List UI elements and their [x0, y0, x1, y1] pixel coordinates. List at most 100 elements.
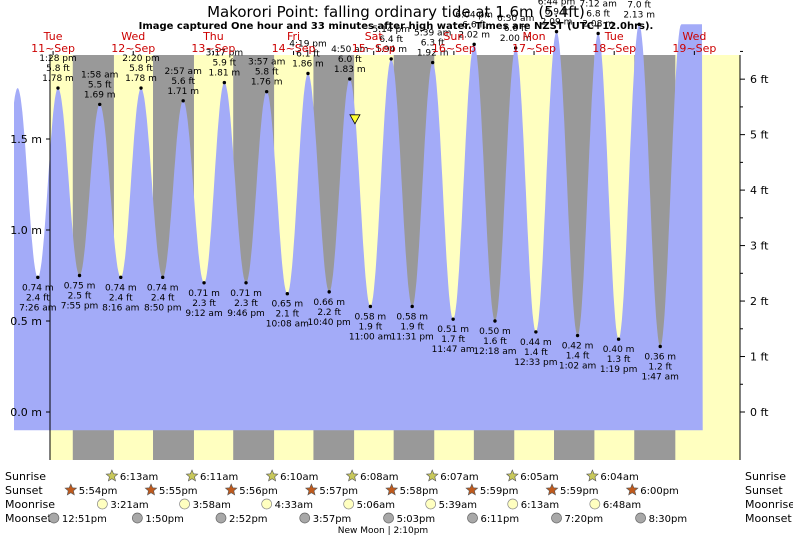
sunrise-time: 6:07am [440, 472, 478, 483]
tide-time-label: 12:18 am [473, 347, 516, 357]
tide-point [596, 32, 599, 35]
tide-point [389, 57, 392, 60]
tide-time-label: 1:19 pm [600, 365, 638, 375]
sunset-row-label-left: Sunset [5, 484, 43, 497]
left-tick-label: 0.0 m [10, 406, 42, 419]
right-tick-label: 6 ft [750, 73, 769, 86]
tide-point [659, 345, 662, 348]
sunset-time: 5:59pm [560, 486, 599, 497]
tide-time-label: 3:57 am [248, 58, 285, 68]
tide-ft-label: 5.5 ft [88, 80, 112, 90]
sunrise-time: 6:05am [520, 472, 558, 483]
tide-m-label: 0.51 m [437, 325, 469, 335]
sunrise-time: 6:08am [360, 472, 398, 483]
tide-ft-label: 2.5 ft [68, 292, 92, 302]
tide-m-label: 0.58 m [355, 312, 387, 322]
moonset-time: 12:51pm [62, 514, 107, 525]
tide-time-label: 7:12 am [579, 0, 616, 9]
tide-point [286, 292, 289, 295]
moonrise-icon [426, 499, 436, 509]
moonrise-time: 3:58am [193, 500, 231, 511]
sunrise-time: 6:11am [200, 472, 238, 483]
sunset-row-label-right: Sunset [745, 484, 783, 497]
tide-time-label: 12:33 pm [514, 358, 557, 368]
left-tick-label: 1.5 m [10, 133, 42, 146]
tide-m-label: 0.44 m [520, 338, 552, 348]
day-date: 19~Sep [672, 42, 716, 55]
moonrise-icon [508, 499, 518, 509]
sunset-time: 5:58pm [400, 486, 439, 497]
tide-time-label: 11:31 pm [391, 332, 434, 342]
day-date: 12~Sep [111, 42, 155, 55]
right-tick-label: 0 ft [750, 406, 769, 419]
moonrise-time: 4:33am [275, 500, 313, 511]
tide-time-label: 10:40 pm [308, 318, 351, 328]
moonset-icon [49, 513, 59, 523]
right-tick-label: 3 ft [750, 240, 769, 253]
moonset-icon [636, 513, 646, 523]
tide-ft-label: 1.3 ft [607, 355, 631, 365]
day-date: 16~Sep [432, 42, 476, 55]
moonrise-row-label-left: Moonrise [5, 498, 55, 511]
right-tick-label: 4 ft [750, 184, 769, 197]
moonset-time: 5:03pm [397, 514, 436, 525]
tide-m-label: 0.66 m [313, 298, 345, 308]
tide-point [369, 305, 372, 308]
moonset-time: 7:20pm [565, 514, 604, 525]
tide-point [223, 81, 226, 84]
right-tick-label: 2 ft [750, 295, 769, 308]
sunset-time: 5:57pm [319, 486, 358, 497]
tide-time-label: 1:02 am [559, 362, 596, 372]
moonrise-row-label-right: Moonrise [745, 498, 793, 511]
tide-time-label: 7:55 pm [61, 302, 99, 312]
moonset-time: 3:57pm [313, 514, 352, 525]
sunrise-row-label-left: Sunrise [5, 470, 46, 483]
tide-time-label: 2:57 am [164, 67, 201, 77]
moonrise-icon [344, 499, 354, 509]
tide-ft-label: 2.1 ft [275, 310, 299, 320]
tide-m-label: 1.81 m [209, 69, 241, 79]
tide-ft-label: 5.9 ft [212, 59, 236, 69]
tide-time-label: 1:28 pm [39, 54, 77, 64]
tide-ft-label: 1.9 ft [359, 322, 383, 332]
tide-m-label: 0.42 m [562, 342, 594, 352]
moonset-icon [216, 513, 226, 523]
tide-time-label: 10:08 am [266, 320, 309, 330]
tide-time-label: 9:12 am [185, 309, 222, 319]
tide-m-label: 1.71 m [167, 87, 199, 97]
tide-ft-label: 5.8 ft [129, 64, 153, 74]
sunset-time: 5:56pm [239, 486, 278, 497]
moonset-icon [384, 513, 394, 523]
sunrise-time: 6:10am [280, 472, 318, 483]
tide-m-label: 0.58 m [396, 312, 428, 322]
tide-m-label: 0.65 m [271, 300, 303, 310]
moonrise-icon [590, 499, 600, 509]
sunset-time: 5:55pm [159, 486, 198, 497]
tide-ft-label: 2.4 ft [109, 293, 133, 303]
left-tick-label: 0.5 m [10, 315, 42, 328]
day-date: 17~Sep [512, 42, 556, 55]
sunset-time: 5:54pm [79, 486, 118, 497]
tide-ft-label: 1.4 ft [524, 348, 548, 358]
moonrise-time: 6:48am [603, 500, 641, 511]
tide-time-label: 7:26 am [19, 303, 56, 313]
tide-m-label: 1.78 m [125, 74, 157, 84]
right-tick-label: 1 ft [750, 351, 769, 364]
right-tick-label: 5 ft [750, 129, 769, 142]
tide-m-label: 0.74 m [105, 283, 137, 293]
tide-time-label: 11:00 am [349, 332, 392, 342]
tide-ft-label: 1.2 ft [648, 362, 672, 372]
tide-m-label: 0.36 m [644, 352, 676, 362]
tide-time-label: 1:47 am [642, 372, 679, 382]
tide-ft-label: 2.3 ft [192, 299, 216, 309]
tide-m-label: 1.69 m [84, 90, 116, 100]
sunrise-row-label-right: Sunrise [745, 470, 786, 483]
tide-ft-label: 5.8 ft [255, 68, 279, 78]
tide-point [139, 86, 142, 89]
day-date: 18~Sep [592, 42, 636, 55]
tide-point [534, 330, 537, 333]
tide-m-label: 0.75 m [64, 282, 96, 292]
sunset-time: 6:00pm [640, 486, 679, 497]
tide-ft-label: 1.6 ft [483, 337, 507, 347]
